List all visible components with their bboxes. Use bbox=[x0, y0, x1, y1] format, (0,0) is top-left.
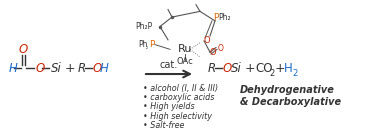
Text: OAc: OAc bbox=[177, 57, 194, 66]
Text: Si: Si bbox=[51, 62, 62, 75]
Text: • carboxylic acids: • carboxylic acids bbox=[143, 93, 214, 102]
Text: +: + bbox=[275, 62, 286, 75]
Text: • High selectivity: • High selectivity bbox=[143, 112, 212, 121]
Text: H: H bbox=[100, 62, 109, 75]
Text: ₂: ₂ bbox=[146, 45, 148, 50]
Text: CO: CO bbox=[255, 62, 273, 75]
Text: R: R bbox=[208, 62, 216, 75]
Text: Si: Si bbox=[231, 62, 242, 75]
Text: 2: 2 bbox=[292, 69, 297, 78]
Text: P: P bbox=[213, 13, 218, 22]
Text: Dehydrogenative: Dehydrogenative bbox=[240, 85, 335, 95]
Text: +: + bbox=[65, 62, 76, 75]
Text: 2: 2 bbox=[269, 69, 274, 78]
Text: O: O bbox=[223, 62, 232, 75]
Text: cat.: cat. bbox=[160, 59, 178, 70]
Text: Ph₂P: Ph₂P bbox=[135, 22, 152, 31]
Text: & Decarboxylative: & Decarboxylative bbox=[240, 97, 341, 107]
Text: O: O bbox=[19, 43, 28, 56]
Text: Ru: Ru bbox=[178, 44, 192, 54]
Text: • High yields: • High yields bbox=[143, 102, 195, 111]
Text: Ph: Ph bbox=[138, 40, 148, 49]
Text: O: O bbox=[218, 44, 224, 53]
Text: H: H bbox=[9, 62, 18, 75]
Text: • Salt-free: • Salt-free bbox=[143, 121, 184, 130]
Text: H: H bbox=[284, 62, 293, 75]
Text: O: O bbox=[203, 36, 210, 45]
Text: Ph₂: Ph₂ bbox=[218, 13, 231, 22]
Text: O: O bbox=[209, 48, 215, 57]
Text: +: + bbox=[245, 62, 256, 75]
Text: P: P bbox=[149, 40, 154, 49]
Text: O: O bbox=[93, 62, 102, 75]
Text: • alcohol (I, II & III): • alcohol (I, II & III) bbox=[143, 83, 218, 92]
Text: R: R bbox=[78, 62, 86, 75]
Text: O: O bbox=[36, 62, 45, 75]
